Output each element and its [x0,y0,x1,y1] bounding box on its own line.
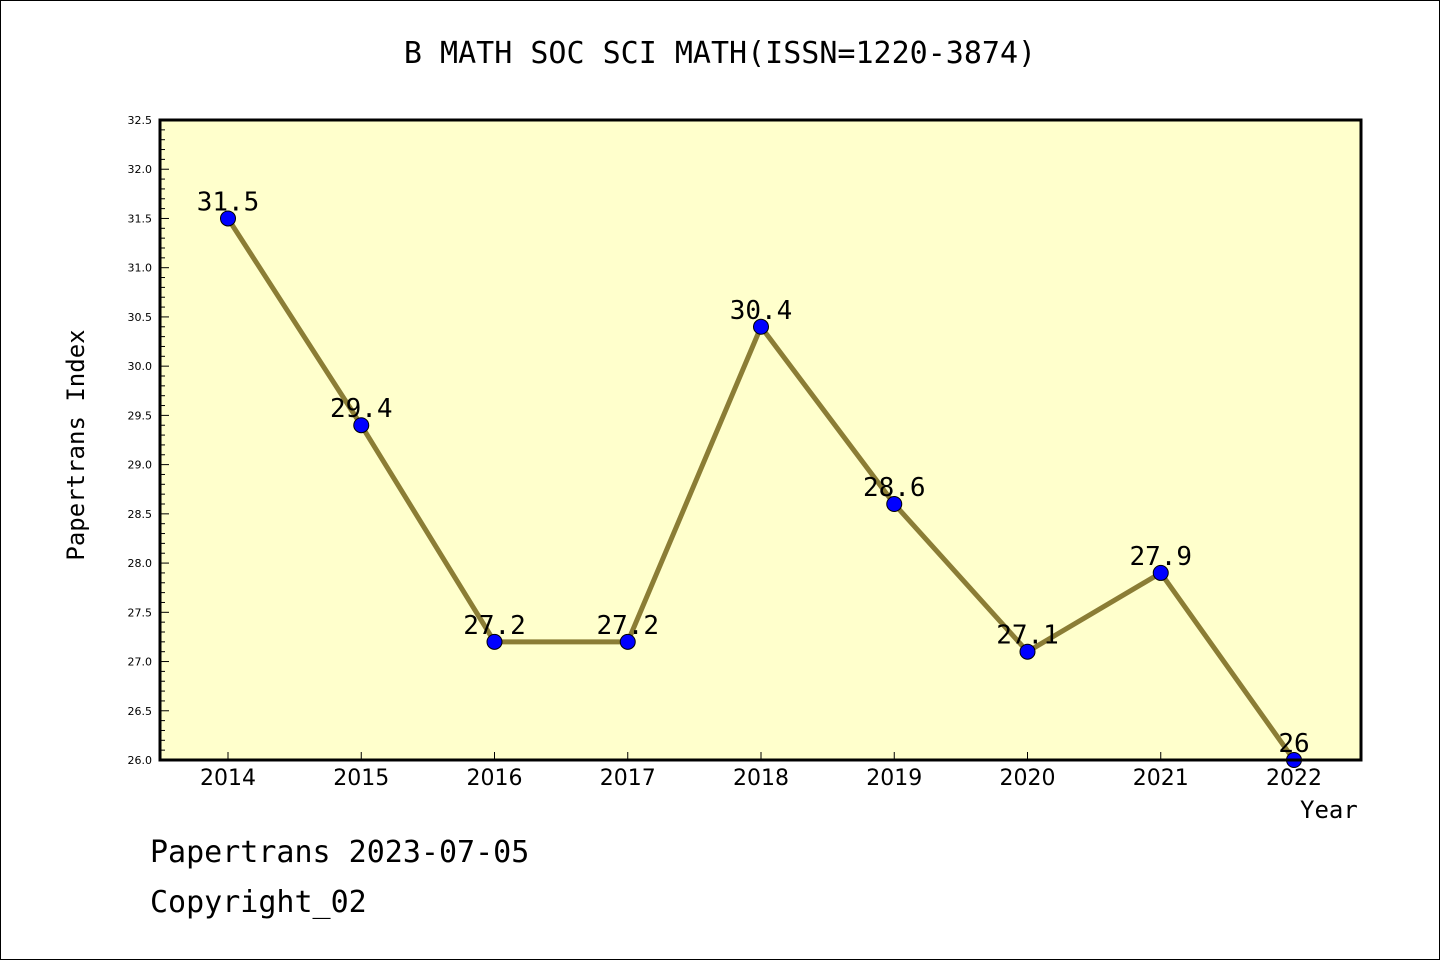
y-tick-label: 30.5 [128,311,153,324]
x-axis-label: Year [1300,796,1358,824]
y-tick-label: 26.5 [128,705,153,718]
x-axis: 2014 2015 2016 2017 2018 2019 2020 2021 2022 [200,752,1322,791]
y-tick-label: 27.0 [128,656,153,669]
data-point [353,417,370,434]
data-label: 27.2 [463,611,526,641]
data-label: 30.4 [730,296,793,326]
data-point [886,496,903,512]
data-label: 27.9 [1129,542,1192,572]
y-tick-label: 26.0 [128,754,153,767]
data-label: 29.4 [330,394,393,424]
data-label: 27.1 [996,621,1059,651]
y-tick-label: 31.0 [128,262,153,275]
y-tick-label: 31.5 [128,212,153,225]
data-point [220,210,236,227]
y-tick-label: 29.5 [128,409,153,422]
plot-area [160,120,1361,760]
footer-date: Papertrans 2023-07-05 [150,835,530,870]
data-label: 28.6 [863,473,926,503]
y-tick-label: 30.0 [128,360,153,373]
data-labels: 31.5 29.4 27.2 27.2 30.4 28.6 27.1 27.9 26 [197,187,1310,759]
data-point [486,633,503,650]
x-tick-label: 2022 [1266,766,1322,791]
x-tick-label: 2015 [333,766,389,791]
data-point [1019,643,1036,660]
data-point [619,633,636,650]
y-tick-label: 28.0 [128,557,153,570]
data-point [1152,564,1169,581]
y-tick-label: 28.5 [128,508,153,521]
x-tick-label: 2021 [1133,766,1189,791]
y-tick-label: 29.0 [128,459,153,472]
y-tick-label: 32.5 [128,114,153,127]
y-axis: 26.0 26.5 27.0 27.5 28.0 28.5 29.0 29.5 30.0 30.5… [128,114,169,767]
series-layer [220,210,1302,768]
plot-border [158,118,1363,762]
y-tick-label: 27.5 [128,606,153,619]
y-tick-label: 32.0 [128,163,153,176]
x-tick-label: 2016 [467,766,523,791]
x-tick-label: 2018 [733,766,789,791]
x-tick-label: 2019 [866,766,922,791]
x-tick-label: 2020 [1000,766,1056,791]
x-tick-label: 2014 [200,766,256,791]
chart-title: B MATH SOC SCI MATH(ISSN=1220-3874) [403,36,1037,71]
data-point [753,318,769,335]
data-label: 31.5 [197,187,260,217]
footer-copyright: Copyright_02 [150,885,367,920]
data-label: 26 [1278,729,1309,759]
data-label: 27.2 [596,611,659,641]
x-tick-label: 2017 [600,766,656,791]
